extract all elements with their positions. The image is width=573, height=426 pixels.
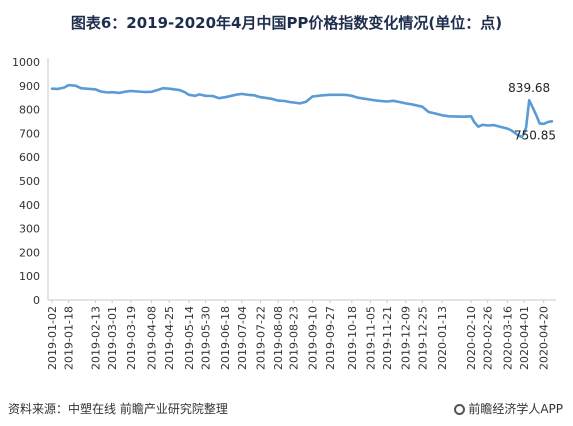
x-tick-label: 2019-11-05 — [364, 306, 377, 370]
y-tick-label: 500 — [19, 175, 40, 188]
x-tick-label: 2019-03-01 — [106, 306, 119, 370]
x-tick-label: 2020-03-16 — [501, 306, 514, 370]
y-tick-label: 400 — [19, 199, 40, 212]
x-tick-label: 2019-07-04 — [236, 306, 249, 370]
y-tick-label: 200 — [19, 246, 40, 259]
x-tick-label: 2019-01-02 — [46, 306, 59, 370]
x-tick-label: 2019-08-08 — [272, 306, 285, 370]
brand-label: 前瞻经济学人APP — [468, 402, 563, 416]
chart-title: 图表6：2019-2020年4月中国PP价格指数变化情况(单位：点) — [70, 14, 503, 32]
x-tick-label: 2019-02-13 — [90, 306, 103, 370]
x-tick-label: 2019-01-18 — [63, 306, 76, 370]
x-tick-label: 2019-09-10 — [306, 306, 319, 370]
data-label-last: 750.85 — [514, 128, 556, 142]
x-tick-label: 2019-05-30 — [200, 306, 213, 370]
x-tick-label: 2019-09-27 — [324, 306, 337, 370]
x-tick-label: 2020-04-01 — [518, 306, 531, 370]
x-tick-label: 2020-01-13 — [436, 306, 449, 370]
x-tick-label: 2019-07-22 — [255, 306, 268, 370]
x-tick-label: 2019-12-25 — [416, 306, 429, 370]
y-tick-label: 100 — [19, 270, 40, 283]
x-tick-label: 2019-06-18 — [219, 306, 232, 370]
x-tick-label: 2019-11-21 — [381, 306, 394, 370]
y-tick-label: 800 — [19, 104, 40, 117]
x-tick-label: 2019-04-25 — [163, 306, 176, 370]
y-tick-label: 600 — [19, 151, 40, 164]
brand-logo-icon — [454, 404, 466, 415]
x-tick-label: 2019-12-09 — [400, 306, 413, 370]
x-tick-label: 2019-10-18 — [346, 306, 359, 370]
x-tick-label: 2020-04-20 — [538, 306, 551, 370]
x-tick-label: 2020-02-10 — [465, 306, 478, 370]
footer: 资料来源：中塑在线 前瞻产业研究院整理 前瞻经济学人APP — [0, 396, 573, 426]
y-tick-label: 300 — [19, 223, 40, 236]
x-tick-label: 2020-02-26 — [482, 306, 495, 370]
series-line — [50, 83, 554, 139]
brand: 前瞻经济学人APP — [454, 400, 563, 417]
y-tick-label: 1000 — [12, 56, 40, 69]
x-tick-label: 2019-08-23 — [288, 306, 301, 370]
data-label-peak: 839.68 — [508, 81, 550, 95]
x-tick-label: 2019-03-19 — [125, 306, 138, 370]
y-tick-label: 900 — [19, 80, 40, 93]
y-tick-label: 0 — [33, 294, 40, 307]
x-tick-label: 2019-05-14 — [183, 306, 196, 370]
source-note: 资料来源：中塑在线 前瞻产业研究院整理 — [8, 402, 228, 416]
x-tick-label: 2019-04-08 — [146, 306, 159, 370]
y-tick-label: 700 — [19, 127, 40, 140]
